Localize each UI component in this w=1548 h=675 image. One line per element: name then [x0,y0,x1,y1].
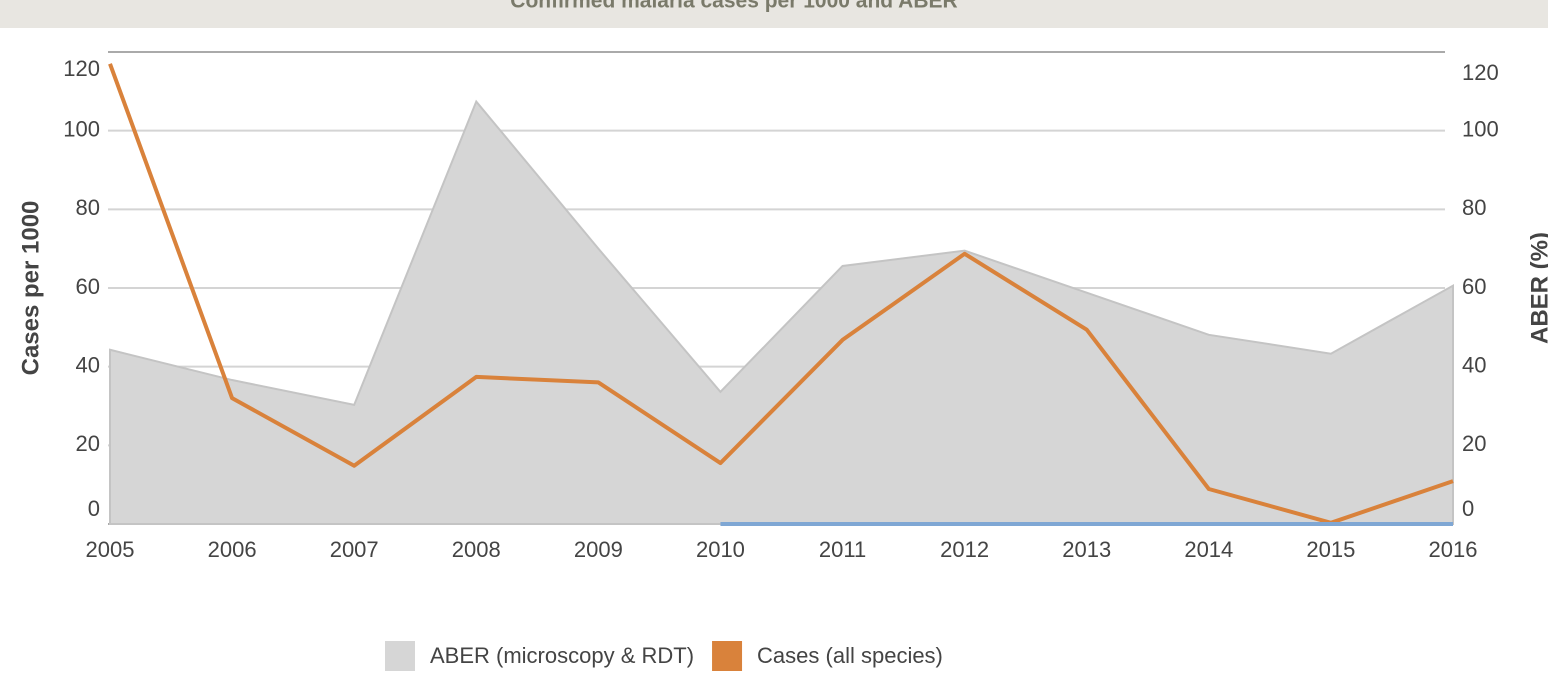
y2-axis-label: ABER (%) [1526,232,1548,344]
title-bar [0,0,1548,28]
y2-tick-label: 120 [1462,60,1499,85]
y-tick-label: 40 [76,352,100,377]
x-tick-label: 2013 [1062,537,1111,562]
y2-tick-label: 0 [1462,496,1474,521]
x-tick-label: 2012 [940,537,989,562]
x-tick-label: 2016 [1429,537,1478,562]
y2-tick-label: 60 [1462,274,1486,299]
x-tick-label: 2010 [696,537,745,562]
legend-label: Cases (all species) [757,643,943,668]
legend-swatch [712,641,743,671]
y2-tick-label: 80 [1462,195,1486,220]
y2-tick-label: 20 [1462,431,1486,456]
x-tick-label: 2011 [819,537,866,562]
y2-tick-label: 40 [1462,352,1486,377]
legend-swatch [385,641,415,671]
y-tick-label: 120 [63,56,100,81]
y-tick-label: 80 [76,195,100,220]
y-tick-label: 100 [63,116,100,141]
legend-label: ABER (microscopy & RDT) [430,643,694,668]
y2-tick-label: 100 [1462,116,1499,141]
y-axis-label: Cases per 1000 [17,201,44,376]
x-tick-label: 2008 [452,537,501,562]
y-tick-label: 0 [88,496,100,521]
x-tick-label: 2014 [1184,537,1233,562]
x-tick-label: 2007 [330,537,379,562]
y-tick-label: 20 [76,431,100,456]
x-tick-label: 2009 [574,537,623,562]
x-tick-label: 2005 [86,537,135,562]
line [108,63,1454,525]
area [109,99,1454,525]
series-layer [108,63,1454,526]
x-tick-label: 2006 [208,537,257,562]
chart-title: Confirmed malaria cases per 1000 and ABE… [510,0,957,13]
x-tick-label: 2015 [1306,537,1355,562]
y-tick-label: 60 [76,274,100,299]
